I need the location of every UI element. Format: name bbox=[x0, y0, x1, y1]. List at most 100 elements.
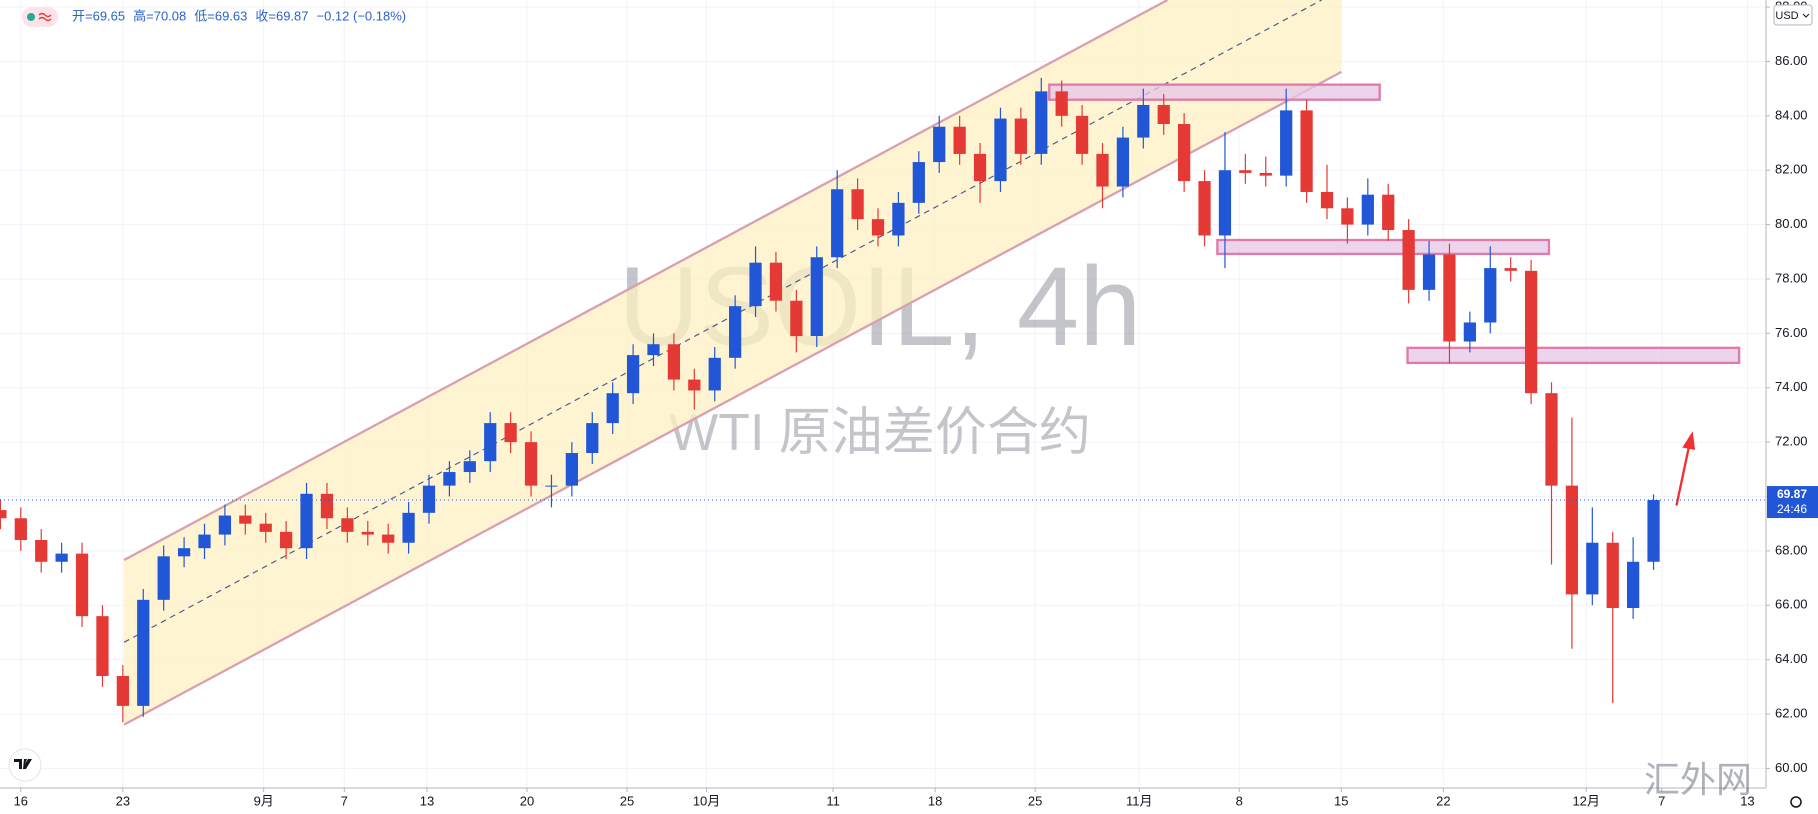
candle-body bbox=[218, 515, 232, 535]
x-tick-label: 9月 bbox=[254, 793, 274, 808]
x-tick-label: 18 bbox=[928, 793, 942, 808]
candle-body bbox=[443, 472, 456, 486]
tv-logo[interactable] bbox=[8, 748, 42, 782]
y-tick-label: 64.00 bbox=[1775, 651, 1808, 666]
settings-icon[interactable] bbox=[1790, 796, 1802, 808]
candle-body bbox=[1361, 194, 1374, 225]
description-watermark: WTI 原油差价合约 bbox=[669, 404, 1091, 462]
ohlc-item: 开=69.65 bbox=[72, 8, 125, 23]
candle-body bbox=[259, 523, 272, 532]
status-icon bbox=[38, 12, 52, 22]
candle-body bbox=[1198, 181, 1211, 236]
y-tick-label: 84.00 bbox=[1775, 107, 1808, 122]
candle-body bbox=[565, 453, 578, 486]
candles bbox=[0, 77, 1766, 723]
x-tick-label: 13 bbox=[420, 793, 434, 808]
drawings bbox=[123, 0, 1741, 726]
candle-body bbox=[586, 423, 599, 454]
y-tick-label: 78.00 bbox=[1775, 270, 1808, 285]
candle-body bbox=[973, 153, 987, 182]
candle-body bbox=[688, 379, 701, 391]
arrow-head bbox=[1682, 431, 1696, 450]
candle-body bbox=[1178, 123, 1191, 182]
x-tick-label: 20 bbox=[520, 793, 534, 808]
candle-body bbox=[1463, 322, 1476, 342]
x-tick-label: 16 bbox=[14, 793, 28, 808]
candle-body bbox=[1218, 170, 1232, 236]
ohlc-item: 低=69.63 bbox=[194, 8, 247, 23]
candle-body bbox=[994, 118, 1007, 182]
x-tick-label: 15 bbox=[1334, 793, 1348, 808]
candle-body bbox=[14, 518, 27, 541]
candle-body bbox=[892, 202, 905, 236]
y-tick-label: 72.00 bbox=[1775, 434, 1808, 449]
candle-body bbox=[1320, 191, 1334, 209]
zone bbox=[1216, 238, 1551, 256]
x-tick-label: 7 bbox=[1658, 793, 1665, 808]
candle-body bbox=[300, 493, 313, 549]
ohlc-item: −0.12 (−0.18%) bbox=[317, 8, 407, 23]
candle-body bbox=[769, 262, 783, 301]
candle-body bbox=[1116, 137, 1130, 187]
candle-body bbox=[116, 675, 129, 706]
ohlc-item: 高=70.08 bbox=[133, 8, 186, 23]
candle-body bbox=[198, 534, 211, 549]
candle-body bbox=[1606, 542, 1619, 608]
candle-body bbox=[953, 126, 966, 154]
x-tick-label: 8 bbox=[1236, 793, 1243, 808]
currency-caret bbox=[1802, 13, 1810, 18]
candle-body bbox=[1402, 230, 1415, 290]
status-dot bbox=[27, 13, 35, 21]
y-tick-label: 60.00 bbox=[1775, 760, 1808, 775]
y-tick-label: 86.00 bbox=[1775, 53, 1808, 68]
candle-body bbox=[137, 599, 150, 706]
candle-body bbox=[1300, 110, 1313, 192]
y-tick-label: 62.00 bbox=[1775, 705, 1808, 720]
channel-fill bbox=[124, 0, 1342, 725]
y-tick-label: 74.00 bbox=[1775, 379, 1808, 394]
x-tick-label: 25 bbox=[1028, 793, 1042, 808]
candle-body bbox=[280, 531, 293, 549]
arrow bbox=[1675, 444, 1691, 506]
time-axis-bg bbox=[0, 788, 1818, 814]
x-tick-label: 10月 bbox=[693, 793, 720, 808]
candle-body bbox=[1259, 172, 1272, 176]
candle-body bbox=[1014, 118, 1027, 154]
candle-body bbox=[1035, 91, 1048, 154]
y-tick-label: 68.00 bbox=[1775, 542, 1808, 557]
header: 开=69.65 高=70.08 低=69.63 收=69.87 −0.12 (−0.18… bbox=[22, 4, 1813, 27]
candle-body bbox=[1157, 104, 1170, 124]
candle-body bbox=[422, 485, 436, 513]
candle-body bbox=[1565, 485, 1579, 595]
candle-body bbox=[484, 423, 497, 462]
candle-body bbox=[382, 534, 395, 543]
x-tick-label: 7 bbox=[341, 793, 348, 808]
candle-body bbox=[55, 553, 68, 562]
candle-body bbox=[1586, 542, 1599, 595]
candle-body bbox=[933, 126, 946, 163]
x-tick-label: 11 bbox=[826, 793, 840, 808]
candle-body bbox=[402, 512, 415, 543]
y-tick-label: 66.00 bbox=[1775, 597, 1808, 612]
y-tick-label: 80.00 bbox=[1775, 216, 1808, 231]
candle-body bbox=[1647, 500, 1660, 562]
x-tick-label: 25 bbox=[620, 793, 634, 808]
gear[interactable] bbox=[1790, 796, 1802, 808]
currency-label[interactable]: USD bbox=[1775, 10, 1798, 22]
price-axis-bg bbox=[1766, 0, 1818, 814]
x-tick-label: 11月 bbox=[1126, 793, 1153, 808]
channel-mid bbox=[123, 0, 1322, 643]
candle-body bbox=[626, 355, 640, 394]
currency-button[interactable] bbox=[1773, 4, 1813, 26]
y-tick-label: 82.00 bbox=[1775, 162, 1808, 177]
candle-body bbox=[1484, 268, 1497, 323]
candle-body bbox=[35, 540, 48, 562]
candle-body bbox=[749, 262, 762, 307]
y-tick-label: 76.00 bbox=[1775, 325, 1808, 340]
x-tick-label: 13 bbox=[1740, 793, 1754, 808]
candle-body bbox=[1075, 115, 1089, 154]
